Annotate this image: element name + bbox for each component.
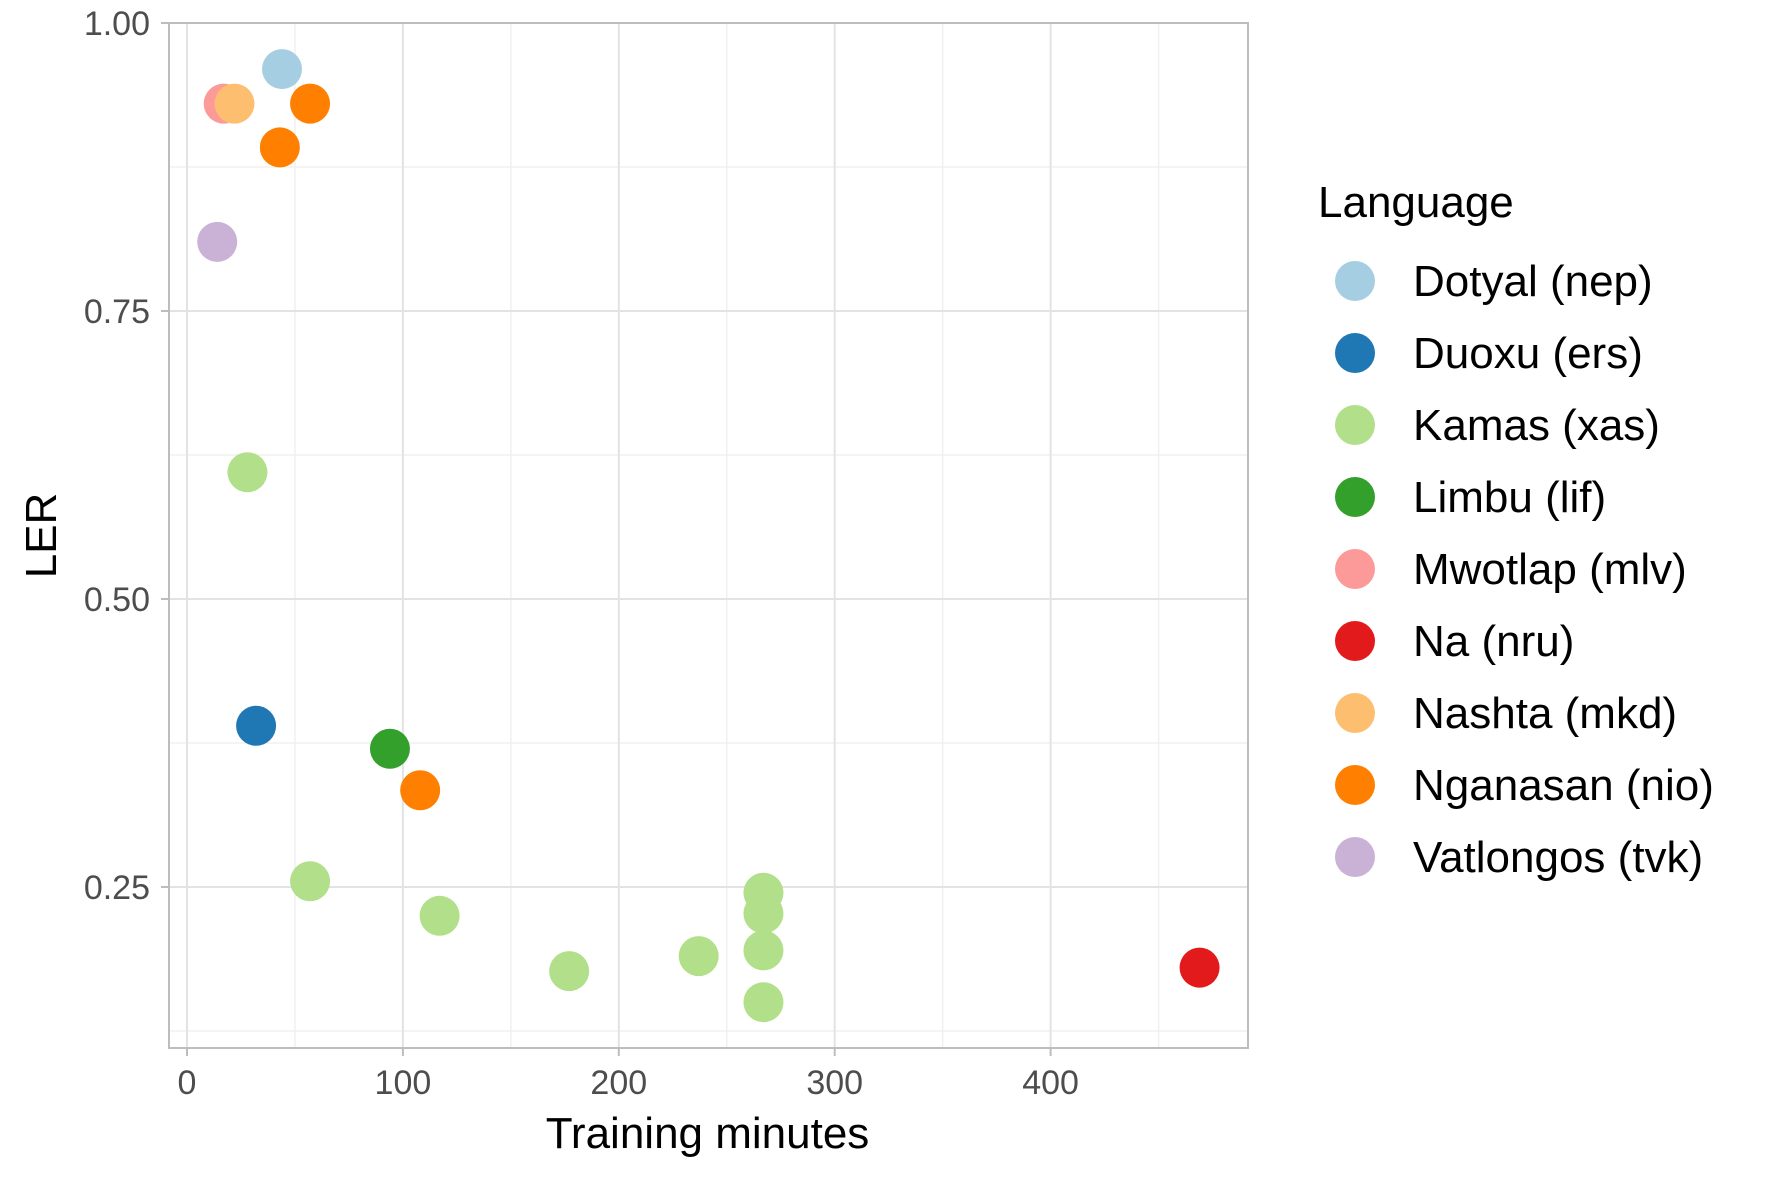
data-point xyxy=(236,705,277,746)
data-point xyxy=(197,221,238,262)
data-point xyxy=(1179,947,1220,988)
data-point xyxy=(743,982,784,1023)
legend-label: Dotyal (nep) xyxy=(1413,257,1653,306)
data-point xyxy=(214,83,255,124)
legend: Language Dotyal (nep) Duoxu (ers) Kamas (x… xyxy=(1318,178,1714,882)
legend-key xyxy=(1335,621,1375,661)
minor-gridlines xyxy=(169,23,1248,1048)
y-tick-label: 1.00 xyxy=(84,5,150,43)
legend-label: Duoxu (ers) xyxy=(1413,329,1643,378)
legend-title: Language xyxy=(1318,178,1514,227)
data-point xyxy=(678,936,719,977)
legend-label: Nganasan (nio) xyxy=(1413,761,1714,810)
x-tick-label: 100 xyxy=(375,1064,432,1102)
data-point xyxy=(743,893,784,934)
x-tick-label: 0 xyxy=(178,1064,197,1102)
data-point xyxy=(290,83,331,124)
x-tick-label: 400 xyxy=(1022,1064,1079,1102)
legend-label: Vatlongos (tvk) xyxy=(1413,833,1703,882)
legend-key xyxy=(1335,693,1375,733)
data-point xyxy=(290,861,331,902)
y-axis-ticks: 0.25 0.50 0.75 1.00 xyxy=(84,5,169,907)
legend-label: Limbu (lif) xyxy=(1413,473,1606,522)
data-points xyxy=(197,49,1220,1023)
legend-key xyxy=(1335,549,1375,589)
legend-label: Kamas (xas) xyxy=(1413,401,1660,450)
data-point xyxy=(549,951,590,992)
data-point xyxy=(259,127,300,168)
data-point xyxy=(227,452,268,493)
legend-label: Mwotlap (mlv) xyxy=(1413,545,1687,594)
legend-key xyxy=(1335,837,1375,877)
data-point xyxy=(400,770,441,811)
legend-label: Nashta (mkd) xyxy=(1413,689,1677,738)
y-tick-label: 0.75 xyxy=(84,293,150,331)
data-point xyxy=(743,930,784,971)
legend-key xyxy=(1335,261,1375,301)
y-tick-label: 0.50 xyxy=(84,581,150,619)
data-point xyxy=(419,895,460,936)
y-tick-label: 0.25 xyxy=(84,869,150,907)
data-point xyxy=(261,49,302,90)
data-point xyxy=(369,728,410,769)
legend-key xyxy=(1335,765,1375,805)
legend-key xyxy=(1335,477,1375,517)
x-axis-title: Training minutes xyxy=(546,1109,870,1158)
y-axis-title: LER xyxy=(17,493,66,579)
legend-label: Na (nru) xyxy=(1413,617,1574,666)
legend-items: Dotyal (nep) Duoxu (ers) Kamas (xas) Limbu … xyxy=(1335,257,1714,882)
x-tick-label: 300 xyxy=(806,1064,863,1102)
legend-key xyxy=(1335,405,1375,445)
legend-key xyxy=(1335,333,1375,373)
x-tick-label: 200 xyxy=(590,1064,647,1102)
x-axis-ticks: 0 100 200 300 400 xyxy=(178,1048,1079,1102)
plot-panel-border xyxy=(168,22,1249,1049)
